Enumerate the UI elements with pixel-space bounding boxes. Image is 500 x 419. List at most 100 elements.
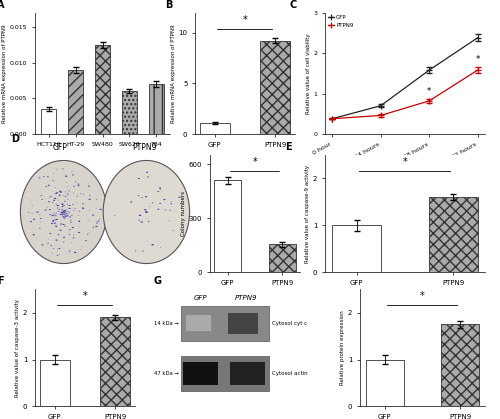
Ellipse shape [52,202,54,203]
Ellipse shape [56,204,57,205]
Ellipse shape [64,225,66,226]
Ellipse shape [53,173,54,174]
Y-axis label: Relative value of caspase-9 activity: Relative value of caspase-9 activity [305,165,310,263]
Ellipse shape [51,223,53,224]
Ellipse shape [88,210,90,211]
Ellipse shape [65,216,66,217]
Text: E: E [285,142,292,153]
Ellipse shape [60,223,62,225]
GFP [330,116,336,121]
Ellipse shape [56,226,58,227]
Bar [260,41,290,134]
Ellipse shape [52,215,54,216]
Ellipse shape [69,191,70,192]
Ellipse shape [54,198,56,199]
Ellipse shape [66,176,68,177]
Ellipse shape [88,186,90,187]
Text: PTPN9: PTPN9 [132,143,157,152]
Ellipse shape [44,210,46,211]
X-axis label: Times: Times [396,166,414,171]
Ellipse shape [71,215,72,216]
Y-axis label: Relative value of cell viability: Relative value of cell viability [306,33,310,114]
Ellipse shape [64,212,66,213]
Ellipse shape [58,211,59,212]
Bar [181,305,268,341]
Y-axis label: Relative mRNA expression of PTPN9: Relative mRNA expression of PTPN9 [170,24,175,123]
Y-axis label: Relative mRNA expression of PTPN9: Relative mRNA expression of PTPN9 [2,24,7,123]
Ellipse shape [42,199,43,200]
Ellipse shape [138,195,140,196]
Ellipse shape [52,248,54,249]
Text: *: * [402,157,407,167]
Ellipse shape [64,210,66,211]
Ellipse shape [53,200,56,201]
Text: PTPN9: PTPN9 [234,295,257,301]
Ellipse shape [62,215,63,216]
Text: D: D [12,134,20,144]
Ellipse shape [62,214,63,215]
Ellipse shape [139,215,141,216]
Ellipse shape [63,195,64,196]
Text: Cytosol actin: Cytosol actin [272,371,308,376]
Ellipse shape [78,215,79,216]
Text: *: * [427,87,432,96]
Text: F: F [0,277,4,287]
Line: GFP: GFP [329,34,481,122]
Ellipse shape [56,240,58,241]
Ellipse shape [33,219,35,220]
Ellipse shape [60,191,62,193]
Ellipse shape [159,187,161,189]
Bar [186,315,211,331]
Text: *: * [252,157,258,167]
Ellipse shape [48,201,50,202]
Bar [200,123,230,134]
Ellipse shape [56,192,58,193]
Ellipse shape [67,215,68,216]
PTPN9 [426,98,432,103]
Ellipse shape [82,207,84,208]
Ellipse shape [163,199,166,200]
Ellipse shape [48,185,50,186]
Ellipse shape [42,244,43,246]
Ellipse shape [62,168,64,169]
Text: Cytosol cyt c: Cytosol cyt c [272,321,307,326]
Ellipse shape [78,184,80,185]
Ellipse shape [70,220,72,221]
Ellipse shape [51,215,53,216]
Ellipse shape [68,251,70,252]
Ellipse shape [69,229,70,230]
Ellipse shape [75,181,76,182]
Ellipse shape [168,220,170,221]
Ellipse shape [58,195,60,196]
Ellipse shape [62,224,64,225]
Bar [214,180,242,272]
Ellipse shape [70,222,71,223]
Ellipse shape [30,221,32,222]
Ellipse shape [100,209,102,210]
Ellipse shape [141,197,143,198]
Text: GFP: GFP [52,143,68,152]
Text: *: * [476,55,480,64]
Ellipse shape [62,206,64,207]
Ellipse shape [62,216,64,217]
Ellipse shape [20,160,107,264]
Ellipse shape [148,221,150,222]
Bar [68,70,83,134]
Ellipse shape [146,172,148,173]
Ellipse shape [147,176,149,177]
Ellipse shape [98,221,100,222]
Ellipse shape [72,227,74,228]
Ellipse shape [58,254,59,255]
Ellipse shape [60,214,62,215]
Bar [41,109,56,134]
Text: C: C [290,0,297,10]
Ellipse shape [96,199,97,200]
Ellipse shape [58,234,59,235]
Ellipse shape [82,208,84,209]
Ellipse shape [149,206,150,207]
Ellipse shape [170,210,171,211]
Ellipse shape [65,213,67,215]
Bar [95,45,110,134]
Ellipse shape [55,215,56,216]
Ellipse shape [64,215,66,216]
